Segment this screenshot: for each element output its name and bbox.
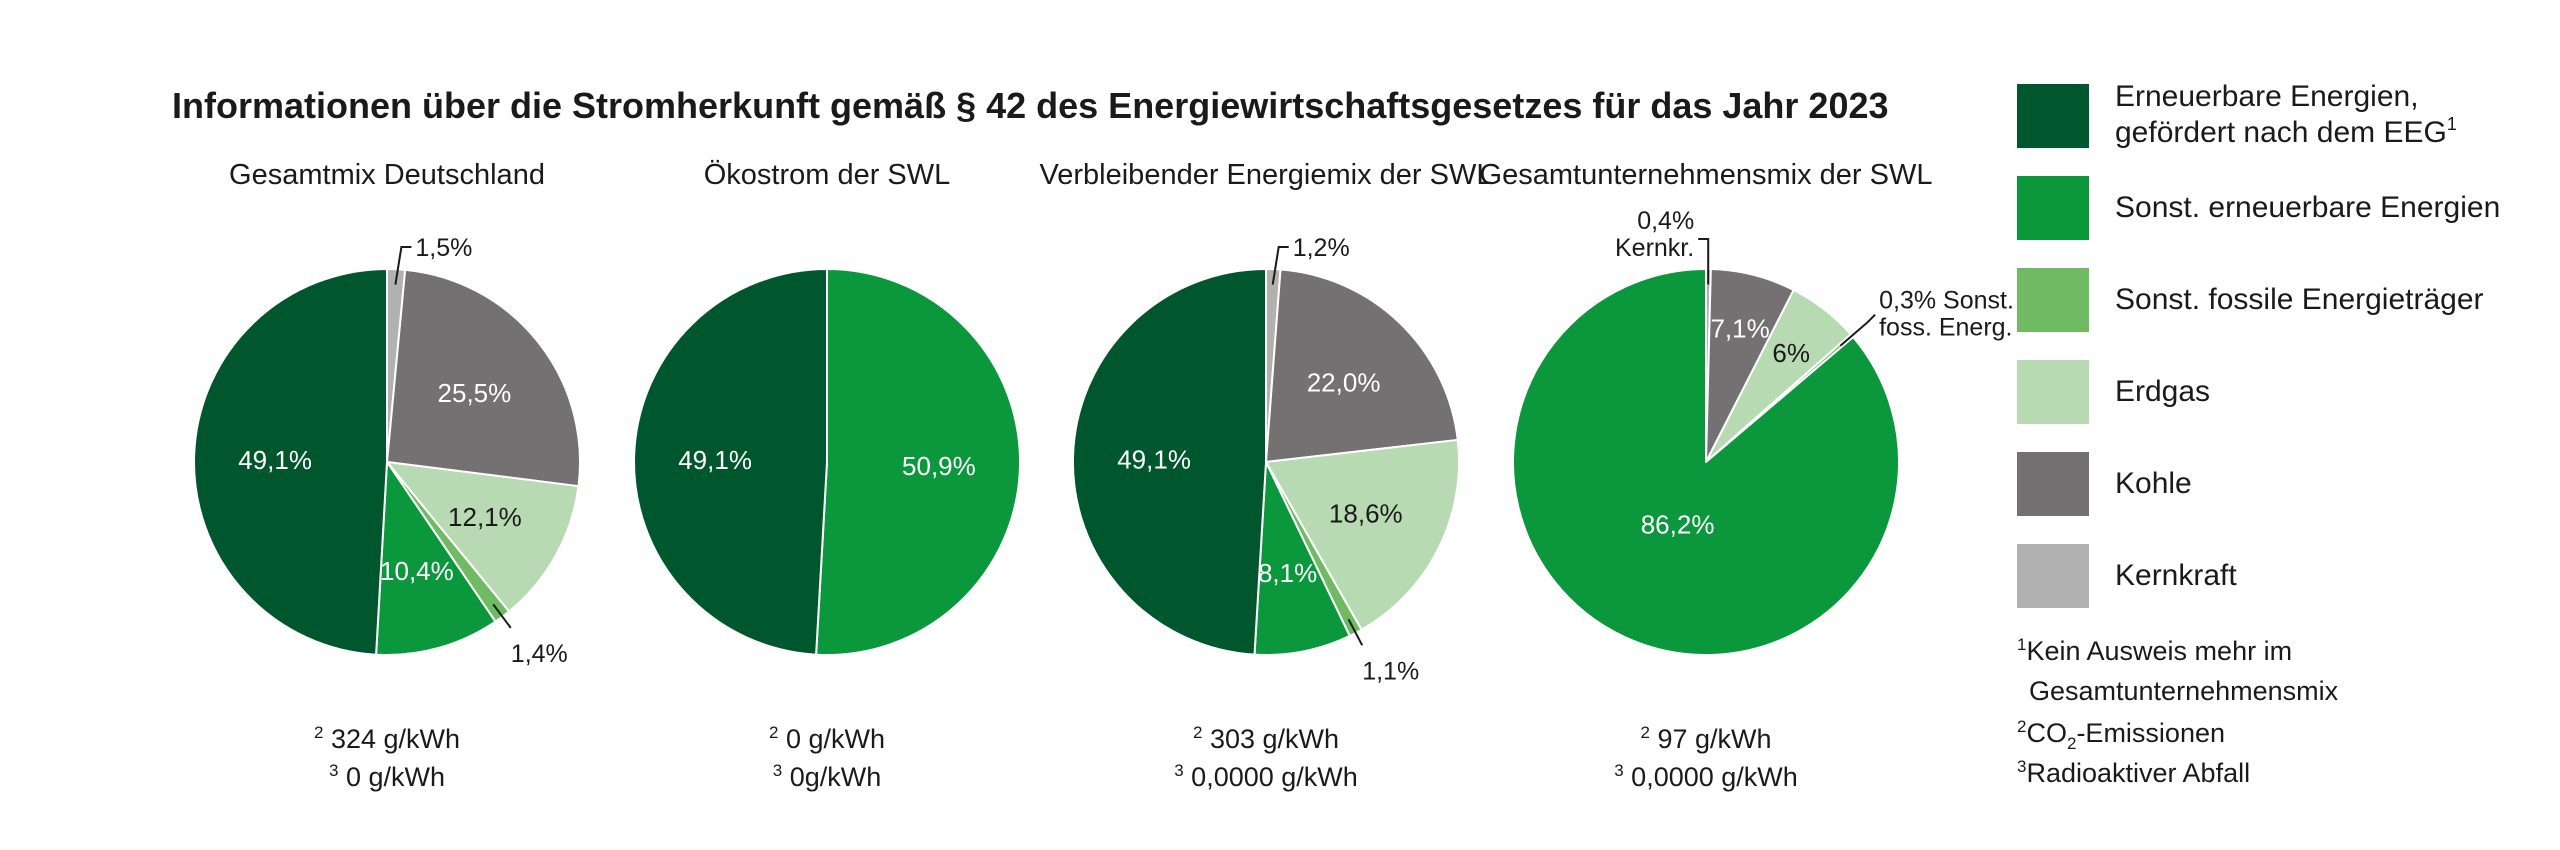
legend-swatch	[2017, 268, 2089, 332]
emission-note: 3 0g/kWh	[773, 761, 882, 792]
legend-swatch	[2017, 452, 2089, 516]
emission-note: 2 324 g/kWh	[314, 723, 460, 754]
pie-slice-coal	[1265, 268, 1459, 463]
pie-value-label: 7,1%	[1710, 313, 1769, 343]
pie-value-label: 6%	[1772, 338, 1810, 368]
pie-slice-renew	[815, 268, 1021, 656]
legend-item-renew: Sonst. erneuerbare Energien	[2017, 176, 2500, 240]
pie-value-label: 25,5%	[438, 378, 512, 408]
pie-slice-renew	[1512, 268, 1900, 656]
pie-chart-1: Gesamtmix Deutschland 1,5% 25,5% 12,1% 1,4% 1…	[193, 159, 581, 792]
pie-chart-2: Ökostrom der SWL 50,9% 49,1% 2 0 g/kWh 3 0g/…	[633, 159, 1021, 792]
legend-swatch	[2017, 84, 2089, 148]
pie-value-label: 22,0%	[1307, 367, 1381, 397]
footnote: 1Kein Ausweis mehr im	[2017, 635, 2292, 666]
pie-value-label: 1,4%	[511, 640, 568, 668]
legend-item-nuclear: Kernkraft	[2017, 544, 2237, 608]
pie-slice-eeg	[193, 268, 388, 656]
pie-sublabel: Kernkr.	[1615, 234, 1694, 262]
legend-item-coal: Kohle	[2017, 452, 2192, 516]
legend-label: Erneuerbare Energien,	[2115, 80, 2419, 113]
pie-value-label: 49,1%	[1117, 445, 1191, 475]
footnote: 2CO2-Emissionen	[2017, 717, 2225, 753]
callout-line	[394, 246, 412, 285]
pie-sublabel: foss. Energ.	[1879, 314, 2012, 342]
pie-chart-3: Verbleibender Energiemix der SWL 1,2% 22,0…	[1040, 159, 1493, 792]
pie-value-label: 10,4%	[380, 556, 454, 586]
pie-value-label: 49,1%	[678, 445, 752, 475]
legend-swatch	[2017, 544, 2089, 608]
pie-value-label: 50,9%	[902, 451, 976, 481]
chart-main-title: Informationen über die Stromherkunft gem…	[172, 85, 1889, 126]
pie-value-label: 1,2%	[1293, 234, 1350, 262]
pie-value-label: 8,1%	[1258, 558, 1317, 588]
pie-title: Verbleibender Energiemix der SWL	[1040, 159, 1493, 191]
footnote: Gesamtunternehmensmix	[2029, 676, 2339, 706]
emission-note: 3 0 g/kWh	[329, 761, 445, 792]
callout-line	[1698, 238, 1710, 285]
pie-slice-renew	[375, 461, 497, 656]
pie-slice-coal	[386, 268, 581, 488]
pie-value-label: 12,1%	[448, 502, 522, 532]
pie-slice-eeg	[633, 268, 828, 656]
pie-value-label: 18,6%	[1329, 499, 1403, 529]
pie-value-label: 1,5%	[415, 234, 472, 262]
emission-note: 3 0,0000 g/kWh	[1614, 761, 1798, 792]
pie-title: Gesamtmix Deutschland	[229, 159, 545, 191]
pie-slice-gas	[386, 461, 580, 613]
legend-label: Kohle	[2115, 467, 2192, 500]
pie-title: Ökostrom der SWL	[704, 159, 951, 191]
pie-value-label: 86,2%	[1641, 509, 1715, 539]
pie-charts: Gesamtmix Deutschland 1,5% 25,5% 12,1% 1,4% 1…	[193, 159, 2014, 792]
legend-label: gefördert nach dem EEG1	[2115, 114, 2457, 149]
legend-item-eeg: Erneuerbare Energien,gefördert nach dem …	[2017, 80, 2457, 149]
emission-note: 2 303 g/kWh	[1193, 723, 1339, 754]
callout-line	[492, 603, 512, 629]
pie-chart-4: Gesamtunternehmensmix der SWL 0,4%Kernkr.…	[1480, 159, 2014, 792]
pie-value-label: 1,1%	[1362, 657, 1419, 685]
legend-item-gas: Erdgas	[2017, 360, 2210, 424]
pie-title: Gesamtunternehmensmix der SWL	[1480, 159, 1933, 191]
footnote: 3Radioaktiver Abfall	[2017, 757, 2250, 788]
legend-label: Sonst. erneuerbare Energien	[2115, 191, 2500, 224]
pie-value-label: 0,4%	[1637, 207, 1694, 235]
legend-label: Kernkraft	[2115, 559, 2237, 592]
pie-value-label: 49,1%	[238, 445, 312, 475]
emission-note: 2 97 g/kWh	[1640, 723, 1771, 754]
legend: Erneuerbare Energien,gefördert nach dem …	[2017, 80, 2500, 788]
legend-label: Sonst. fossile Energieträger	[2115, 283, 2484, 316]
legend-swatch	[2017, 360, 2089, 424]
callout-line	[1347, 618, 1364, 646]
legend-swatch	[2017, 176, 2089, 240]
pie-slice-gas	[1265, 438, 1461, 631]
pie-value-label: 0,3% Sonst.	[1879, 287, 2014, 315]
callout-line	[1839, 313, 1876, 347]
legend-item-fossil: Sonst. fossile Energieträger	[2017, 268, 2484, 332]
legend-label: Erdgas	[2115, 375, 2210, 408]
pie-slice-renew	[1253, 461, 1351, 657]
emission-note: 3 0,0000 g/kWh	[1174, 761, 1358, 792]
callout-line	[1271, 246, 1289, 285]
pie-slice-eeg	[1072, 268, 1267, 656]
emission-note: 2 0 g/kWh	[769, 723, 885, 754]
